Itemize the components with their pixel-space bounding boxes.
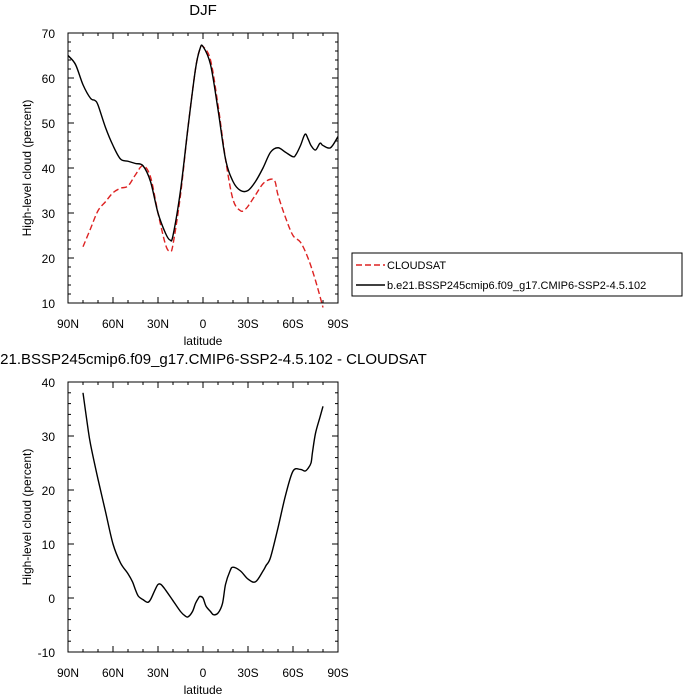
axis-ticks [67,32,339,304]
chart-panel-djf: DJF 70 60 50 40 30 20 10 90N 60N 30N 0 3… [20,2,349,348]
x-tick-label: 60S [282,666,303,680]
y-tick-label: 10 [42,538,56,552]
y-tick-label: 30 [42,430,56,444]
chart-title: DJF [189,2,217,19]
y-tick-label: 20 [42,484,56,498]
x-tick-label: 60N [102,666,124,680]
y-tick-label: 40 [42,376,56,390]
x-tick-label: 30S [237,317,258,331]
y-tick-label: -10 [38,646,56,660]
y-tick-label: 20 [42,252,56,266]
axis-ticks [67,381,339,653]
x-tick-labels: 90N 60N 30N 0 30S 60S 90S [57,666,349,680]
x-tick-label: 90S [327,317,348,331]
x-tick-label: 90N [57,666,79,680]
y-axis-label: High-level cloud (percent) [20,100,34,237]
series-group [67,44,339,308]
x-tick-label: 0 [200,666,207,680]
x-tick-label: 90S [327,666,348,680]
series-group [82,392,324,618]
x-axis-label: latitude [184,334,223,348]
chart-panel-difference: b.e21.BSSP245cmip6.f09_g17.CMIP6-SSP2-4.… [0,351,427,697]
y-axis-label: High-level cloud (percent) [20,449,34,586]
legend-label-model: b.e21.BSSP245cmip6.f09_g17.CMIP6-SSP2-4.… [387,280,646,292]
x-tick-label: 30N [147,666,169,680]
x-tick-label: 0 [200,317,207,331]
legend: CLOUDSAT b.e21.BSSP245cmip6.f09_g17.CMIP… [351,252,683,297]
series-line-series-0 [82,392,324,618]
y-tick-labels: 70 60 50 40 30 20 10 [42,27,56,311]
x-axis-label: latitude [184,683,223,697]
y-tick-label: 10 [42,297,56,311]
series-line-b-e21-bssp245cmip6-f09-g17-cmip6-ssp2-4-5-102 [67,44,339,242]
y-tick-label: 60 [42,72,56,86]
plot-frame [67,32,339,304]
y-tick-label: 0 [48,592,55,606]
x-tick-labels: 90N 60N 30N 0 30S 60S 90S [57,317,349,331]
x-tick-label: 60N [102,317,124,331]
x-tick-label: 90N [57,317,79,331]
plot-frame [67,381,339,653]
x-tick-label: 30N [147,317,169,331]
legend-box [351,252,683,297]
y-tick-label: 40 [42,162,56,176]
y-tick-label: 70 [42,27,56,41]
y-tick-label: 30 [42,207,56,221]
legend-label-cloudsat: CLOUDSAT [387,260,446,272]
x-tick-label: 30S [237,666,258,680]
y-tick-labels: 40 30 20 10 0 -10 [38,376,56,660]
y-tick-label: 50 [42,117,56,131]
series-line-cloudsat [82,44,324,308]
chart-title: b.e21.BSSP245cmip6.f09_g17.CMIP6-SSP2-4.… [0,351,427,368]
x-tick-label: 60S [282,317,303,331]
